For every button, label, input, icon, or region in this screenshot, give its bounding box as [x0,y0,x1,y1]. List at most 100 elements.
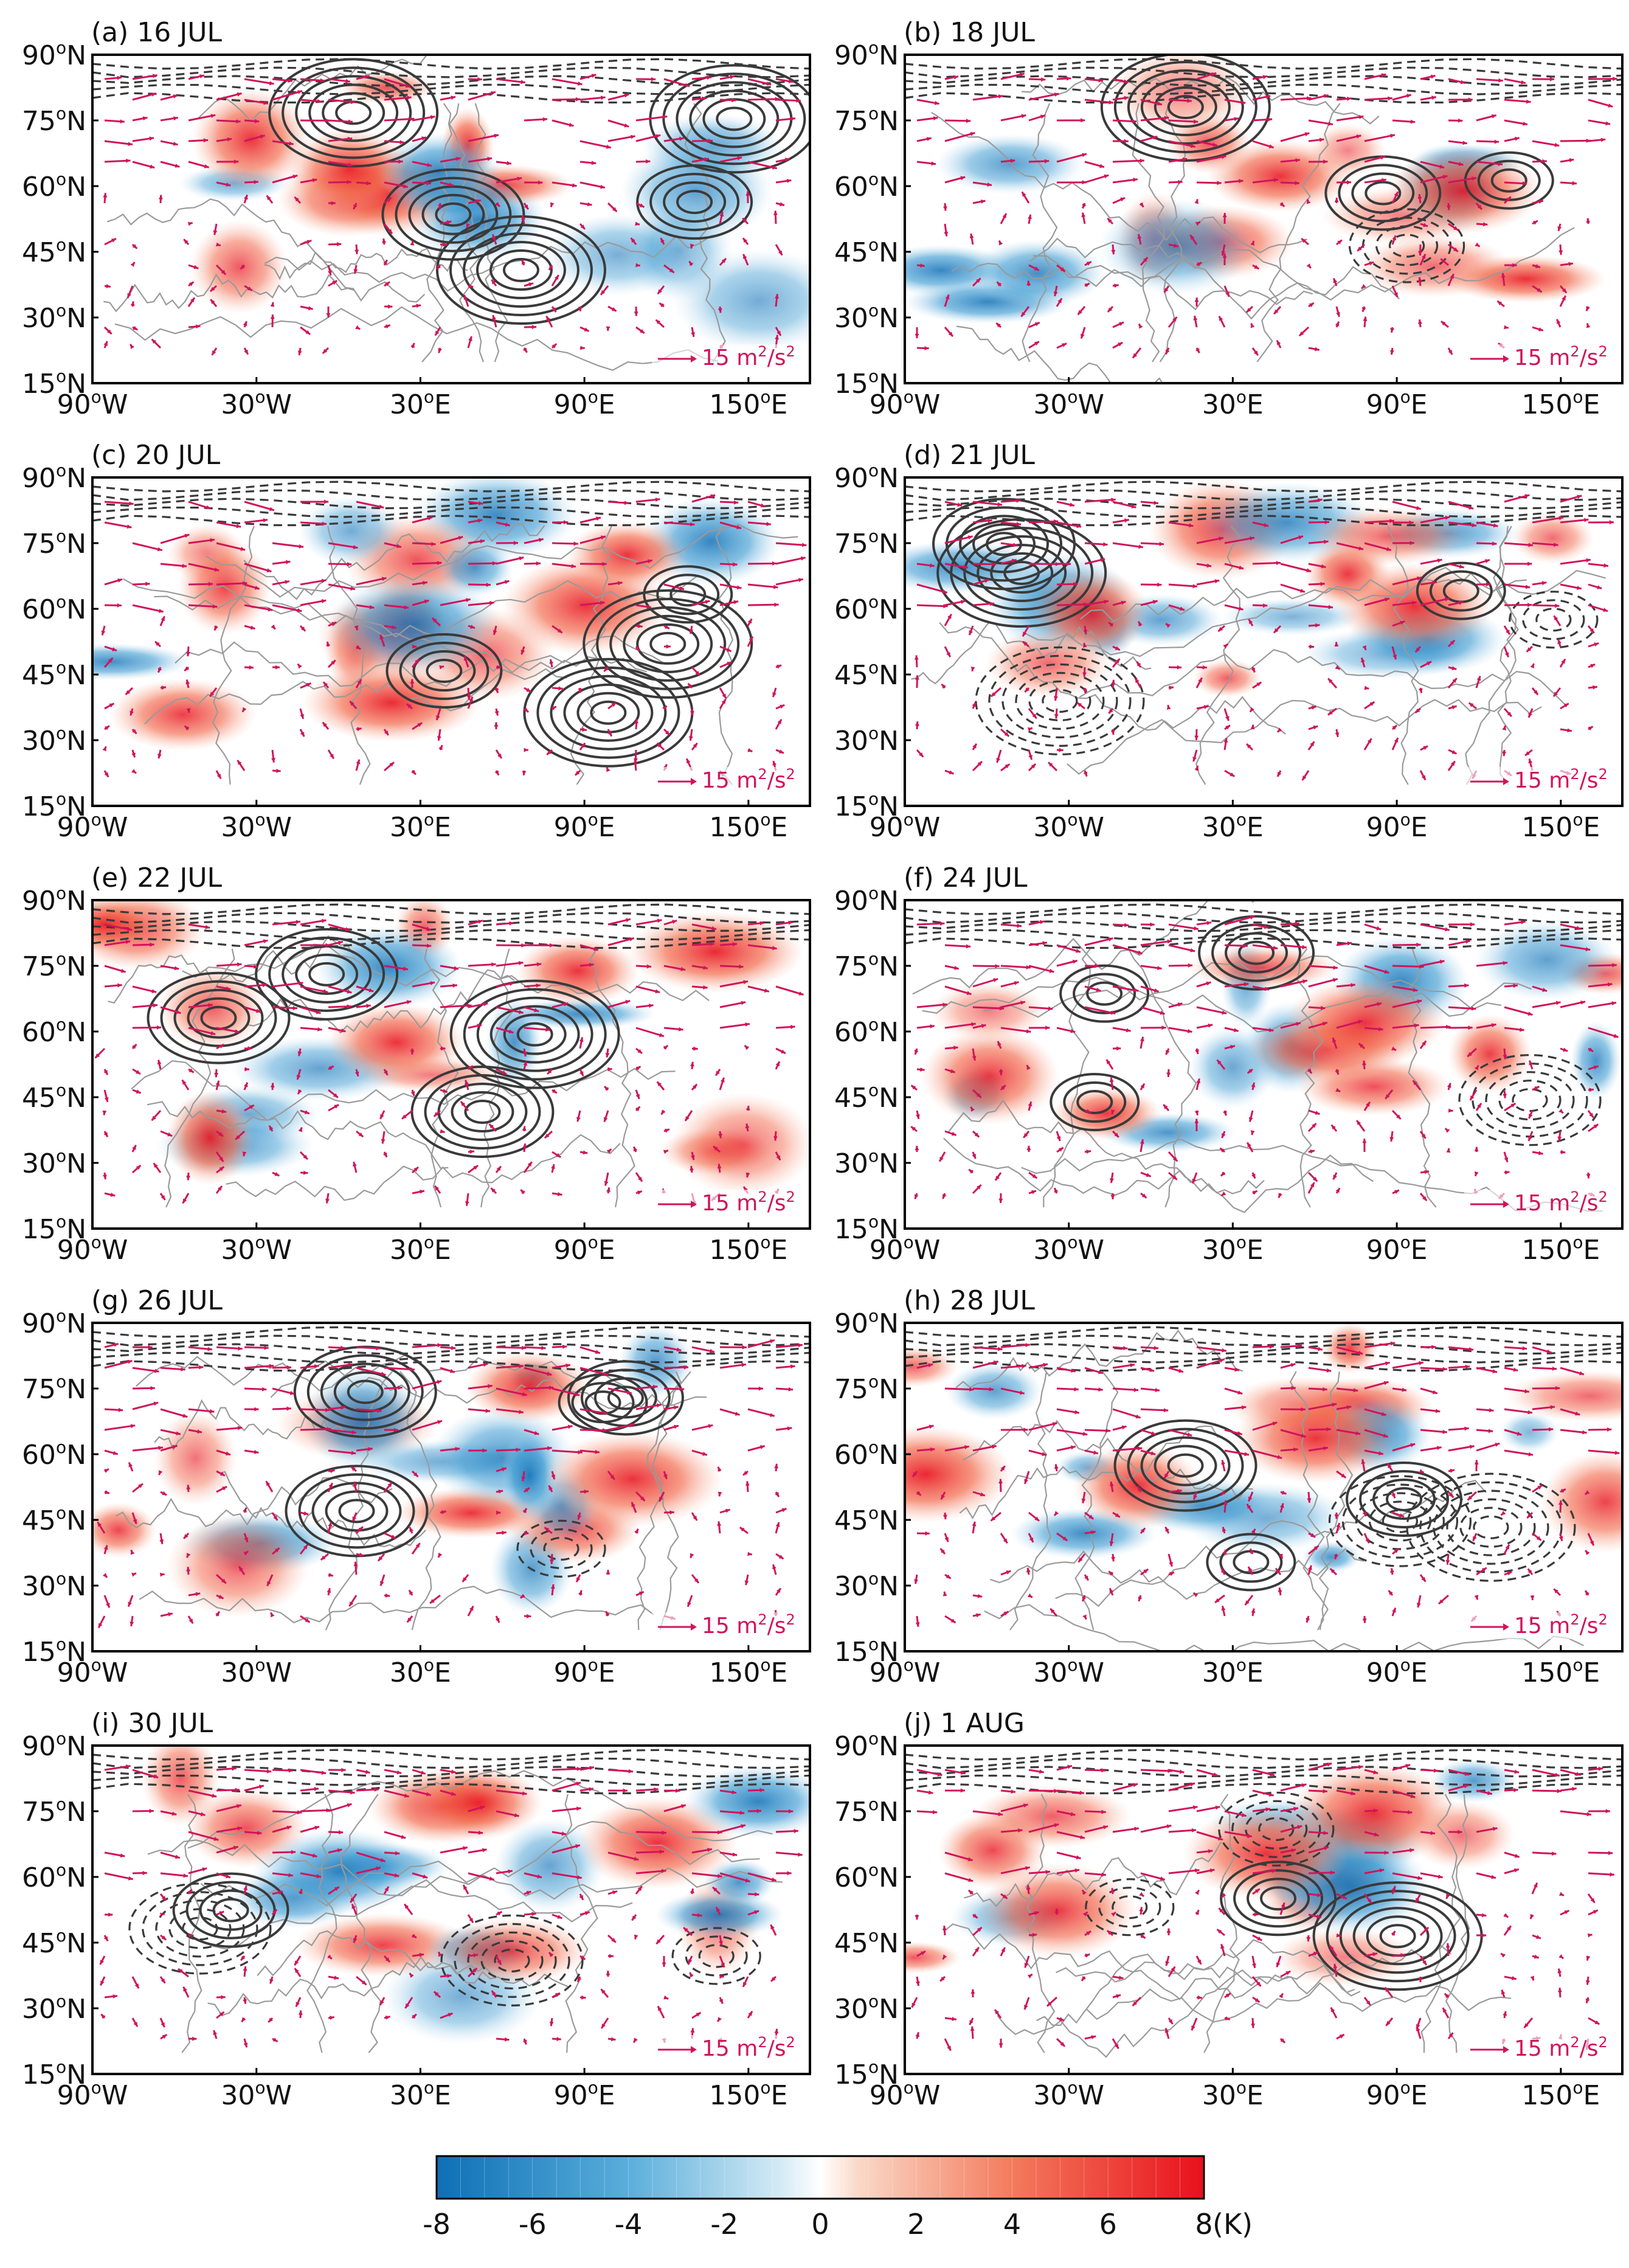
longitude-tick-label: 30oE [1202,1232,1264,1266]
negative-contour [905,1351,1622,1364]
longitude-tick-label: 30oE [1202,2078,1264,2111]
latitude-tick-label: 15oN [834,366,899,400]
coastline [1025,1794,1056,2053]
longitude-tick-label: 90oE [554,2078,615,2111]
positive-contour [255,928,399,1021]
positive-contour [451,1091,514,1133]
longitude-tick-label: 90oW [870,1232,941,1266]
warm-anomaly [154,1410,237,1506]
map-frame [904,476,1624,807]
reference-vector: 15 m2/s2 [652,766,807,794]
reference-vector: 15 m2/s2 [652,1611,807,1639]
coastline [139,1586,654,1624]
vector-scale-label: 15 m2/s2 [1514,766,1608,793]
longitude-tick-label: 90oE [554,1232,615,1266]
map-frame [904,1744,1624,2075]
negative-contour [905,480,1622,493]
latitude-tick-label: 45oN [834,1080,899,1114]
negative-contour [905,1749,1622,1761]
coastline [115,1477,393,1529]
map-panel-7: (g) 26 JUL 15 m2/s2 90oN 75oN 60oN 45oN 30oN 15… [22,1285,811,1688]
warm-anomaly-core [1234,1392,1398,1483]
positive-contour [285,1465,429,1558]
longitude-tick-label: 150oE [1521,1232,1600,1266]
coastline [131,1060,676,1122]
latitude-tick-label: 75oN [834,949,899,982]
latitude-tick-label: 90oN [22,1729,86,1762]
positive-contour [1167,95,1204,120]
map-panel-4: (d) 21 JUL 15 m2/s2 90oN 75oN 60oN 45oN 30oN 15… [834,440,1624,843]
positive-contour [563,683,654,742]
panel-title: (j) 1 AUG [904,1708,1025,1739]
latitude-tick-label: 15oN [22,1634,86,1668]
positive-contour [320,1362,410,1421]
coastline [1079,648,1566,706]
coastline [1203,1794,1240,2053]
latitude-tick-label: 90oN [834,1306,899,1339]
positive-contour [1003,561,1040,586]
negative-contour [905,1757,1622,1769]
cold-anomaly [1570,1021,1621,1100]
negative-contour [92,58,810,70]
longitude-tick-label: 30oE [390,1232,451,1266]
latitude-tick-label: 60oN [22,169,86,203]
negative-contour [92,1351,810,1364]
latitude-tick-label: 45oN [834,657,899,691]
positive-contour [489,1005,580,1064]
negative-contour [905,903,1622,915]
map-field [905,55,1622,383]
latitude-tick-label: 45oN [834,1503,899,1536]
coastline [989,1548,1364,1600]
panel-title: (i) 30 JUL [91,1708,213,1739]
positive-contour [212,1898,249,1923]
negative-contour [1406,1472,1576,1582]
negative-contour [1245,1808,1308,1850]
positive-contour [199,1889,263,1931]
negative-contour [92,1766,810,1778]
warm-anomaly [166,1090,254,1185]
negative-contour [516,1519,606,1578]
positive-contour [412,650,476,692]
colorbar-tick-label: 6 [1099,2208,1117,2241]
negative-contour [1355,1492,1445,1550]
cold-anomaly [500,1429,559,1522]
positive-contour [381,168,525,261]
latitude-tick-label: 60oN [22,592,86,625]
negative-contour [92,1774,810,1786]
positive-contour [1198,915,1315,991]
warm-anomaly [671,1092,810,1196]
cold-anomaly [298,496,404,566]
latitude-tick-label: 30oN [834,1991,899,2025]
negative-contour [1522,599,1585,640]
coastline [564,1794,598,2053]
latitude-tick-label: 75oN [834,526,899,560]
coastline [715,525,734,785]
negative-contour [92,929,810,941]
reference-vector: 15 m2/s2 [1464,1611,1619,1639]
positive-contour [338,1499,375,1524]
coastline [106,198,426,303]
longitude-tick-label: 30oE [390,2078,451,2111]
latitude-tick-label: 60oN [834,1860,899,1893]
coastline [1074,1371,1119,1631]
negative-contour [905,929,1622,941]
negative-contour [1509,591,1599,649]
positive-contour [1238,940,1275,965]
latitude-tick-label: 45oN [22,1503,86,1536]
longitude-tick-label: 30oW [1033,1232,1104,1266]
coastline [1256,103,1341,362]
longitude-tick-label: 90oW [870,810,941,843]
longitude-tick-label: 90oW [870,2078,941,2111]
coastline [181,1794,202,2053]
map-panel-2: (b) 18 JUL 15 m2/s2 90oN 75oN 60oN 45oN 30oN 15… [834,17,1624,420]
flux-vectors [101,494,807,780]
coastline [1445,1794,1470,2053]
positive-contour [643,565,733,624]
colorbar-tick-label: -8 [423,2208,451,2241]
longitude-tick-label: 150oE [1521,387,1600,420]
positive-contour [963,535,1081,611]
positive-contour [516,1022,553,1047]
positive-contour [1379,1924,1416,1949]
latitude-tick-label: 60oN [834,592,899,625]
latitude-tick-label: 75oN [834,1794,899,1828]
